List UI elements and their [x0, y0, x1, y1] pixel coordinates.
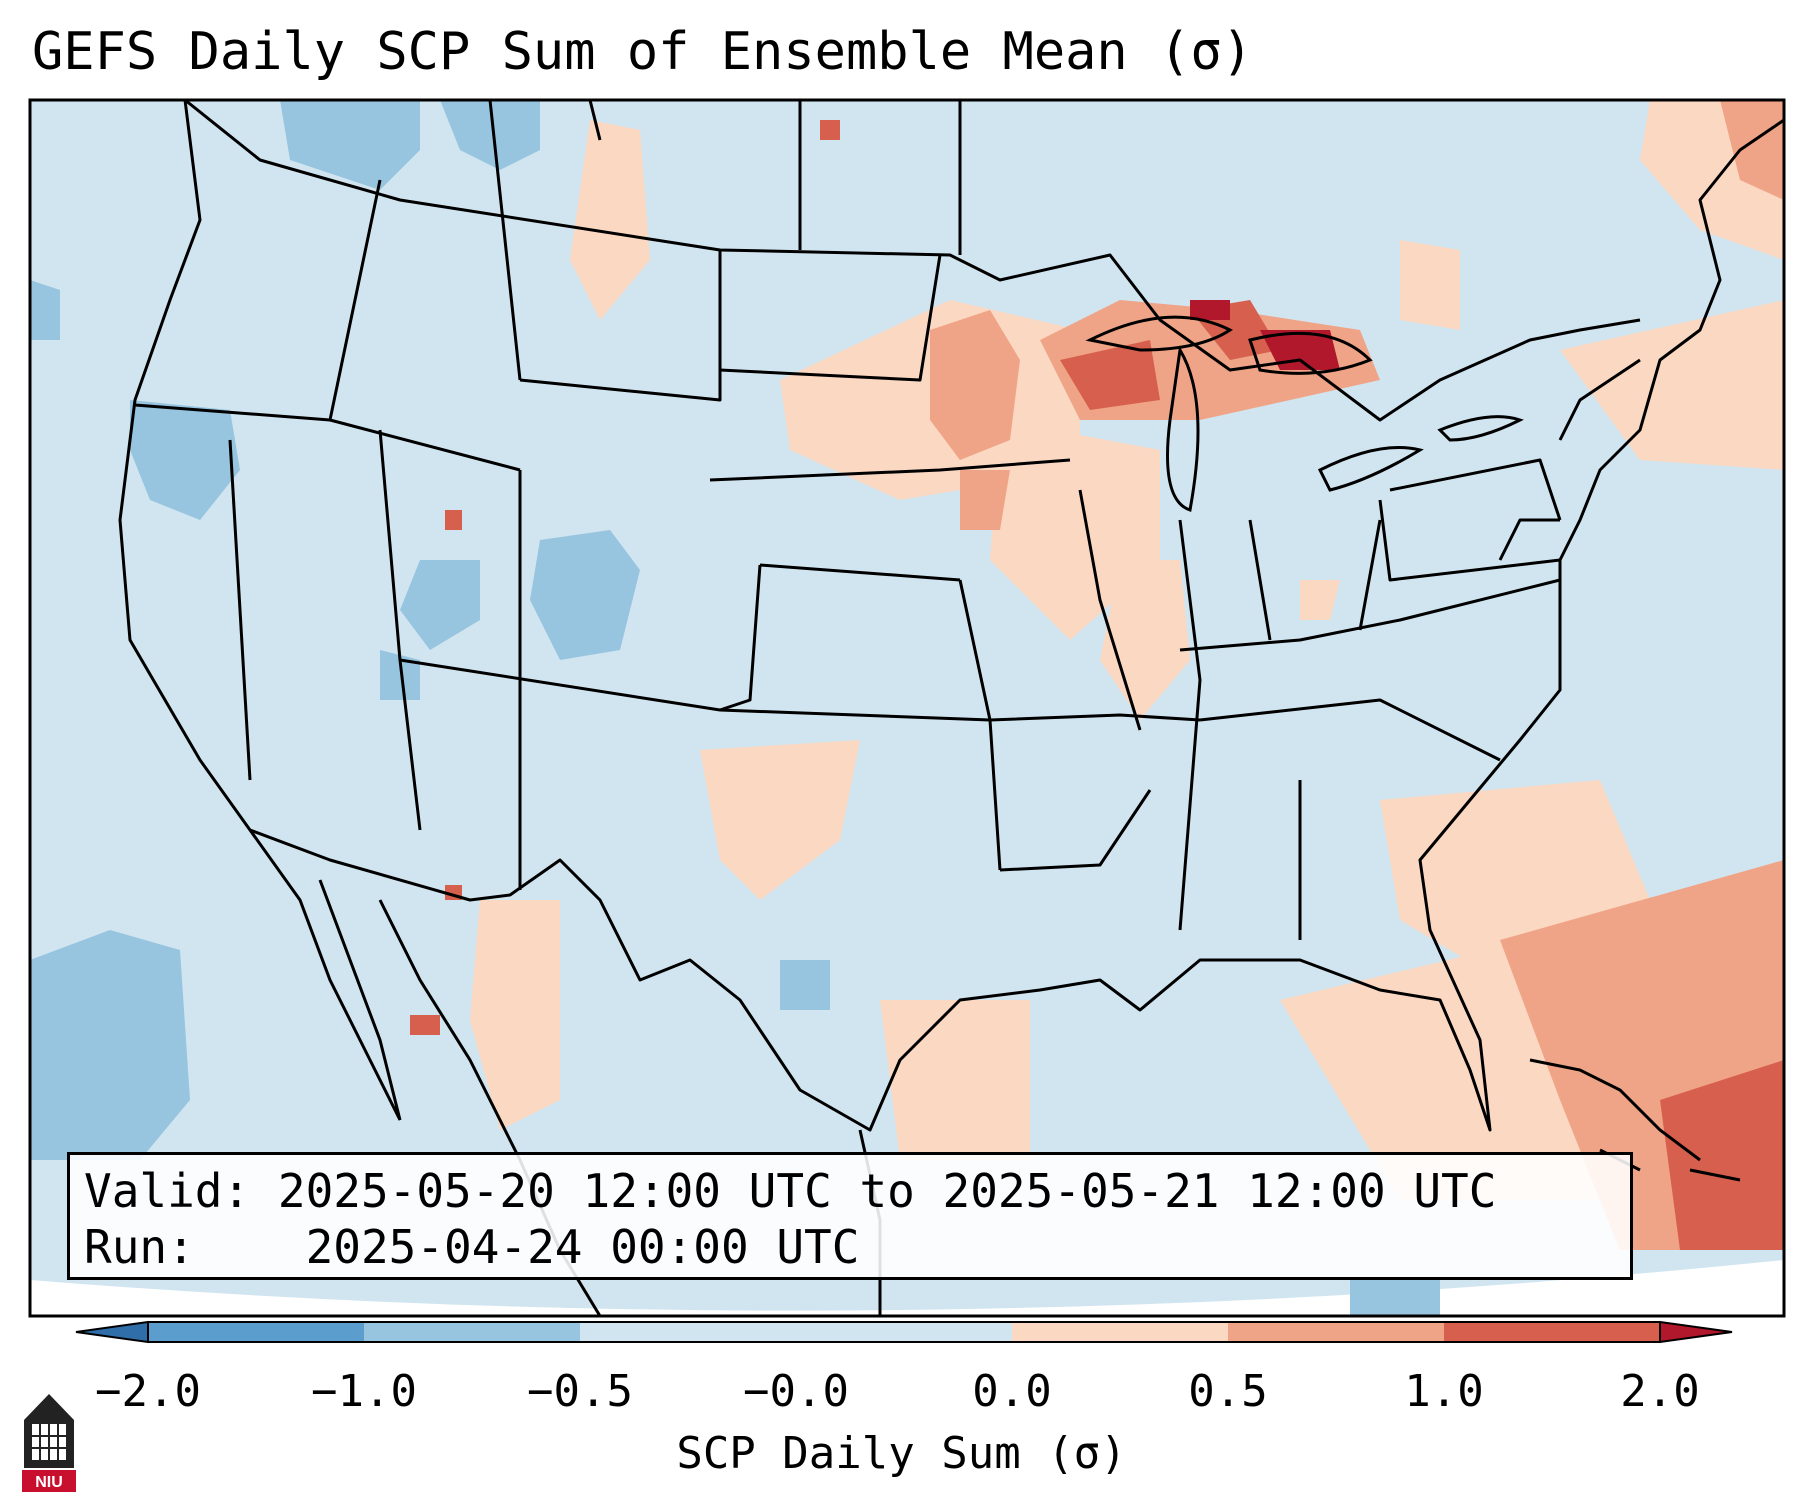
great-lakes — [1085, 315, 1524, 512]
colorbar-label: SCP Daily Sum (σ) — [676, 1428, 1127, 1479]
colorbar-segments — [75, 1320, 1733, 1344]
projection-edge — [30, 1260, 1784, 1316]
colorbar-frame — [147, 1321, 1661, 1343]
logo-text: NIU — [35, 1474, 63, 1491]
positive-anomaly-max — [1190, 300, 1340, 370]
colorbar-tick-label: −0.0 — [743, 1366, 849, 1417]
colorbar-tick-label: 1.0 — [1404, 1366, 1484, 1417]
colorbar-tick-label: −2.0 — [95, 1366, 201, 1417]
run-line: Run: 2025-04-24 00:00 UTC — [84, 1219, 1616, 1275]
colorbar-tick-label: 2.0 — [1620, 1366, 1700, 1417]
run-label: Run: — [84, 1220, 195, 1274]
colorbar-segment — [148, 1322, 365, 1342]
positive-anomaly-strong — [410, 120, 1784, 1250]
info-box: Valid: 2025-05-20 12:00 UTC to 2025-05-2… — [67, 1152, 1633, 1280]
run-value: 2025-04-24 00:00 UTC — [305, 1220, 860, 1274]
colorbar-tick-label: −1.0 — [311, 1366, 417, 1417]
colorbar-segment — [1228, 1322, 1445, 1342]
colorbar-segment — [1012, 1322, 1229, 1342]
valid-line: Valid: 2025-05-20 12:00 UTC to 2025-05-2… — [84, 1163, 1616, 1219]
colorbar-tick-label: 0.0 — [972, 1366, 1052, 1417]
valid-label: Valid: — [84, 1164, 251, 1218]
colorbar-tick-label: −0.5 — [527, 1366, 633, 1417]
colorbar-segment — [580, 1322, 797, 1342]
niu-logo: NIU — [22, 1394, 76, 1492]
colorbar-segment — [796, 1322, 1013, 1342]
colorbar-segment — [364, 1322, 581, 1342]
valid-value: 2025-05-20 12:00 UTC to 2025-05-21 12:00… — [277, 1164, 1497, 1218]
colorbar-extend-high — [1659, 1320, 1733, 1344]
colorbar-segment — [1444, 1322, 1661, 1342]
negative-anomaly-regions — [30, 100, 1440, 1316]
colorbar-tick-label: 0.5 — [1188, 1366, 1268, 1417]
map-frame — [28, 98, 1786, 1318]
chart-title: GEFS Daily SCP Sum of Ensemble Mean (σ) — [32, 22, 1253, 82]
colorbar-extend-low — [75, 1320, 149, 1344]
state-boundaries — [118, 100, 1784, 1132]
